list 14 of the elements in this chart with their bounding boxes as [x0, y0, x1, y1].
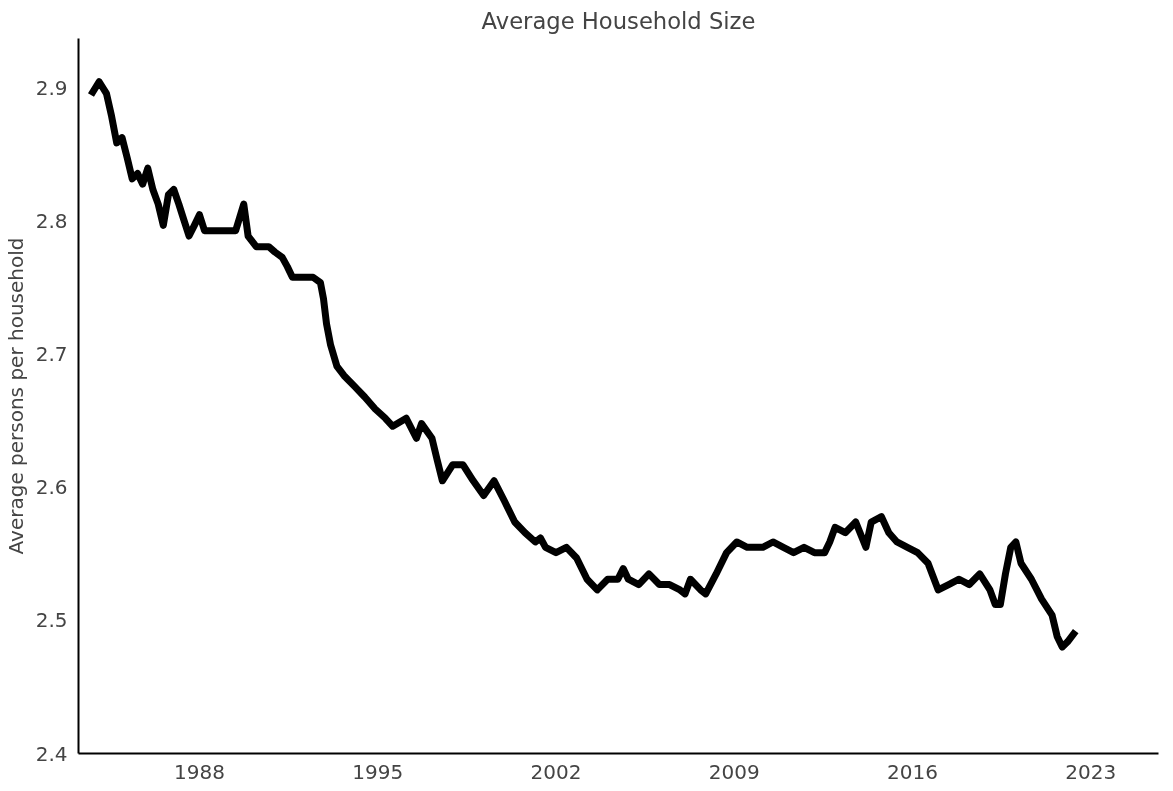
x-tick-label: 1995 [352, 759, 404, 784]
y-tick-label: 2.7 [35, 342, 68, 367]
x-tick-label: 1988 [174, 759, 225, 784]
y-tick-label: 2.9 [35, 76, 68, 101]
y-axis-title: Average persons per household [3, 237, 28, 555]
y-tick-label: 2.6 [35, 475, 68, 500]
chart-title: Average Household Size [481, 7, 756, 34]
x-tick-label: 2016 [887, 759, 938, 784]
x-tick-label: 2009 [708, 759, 760, 784]
y-tick-label: 2.5 [35, 608, 68, 633]
y-tick-label: 2.8 [35, 209, 68, 234]
x-tick-label: 2002 [530, 759, 582, 784]
y-tick-label: 2.4 [35, 741, 68, 766]
x-tick-label: 2023 [1065, 759, 1117, 784]
